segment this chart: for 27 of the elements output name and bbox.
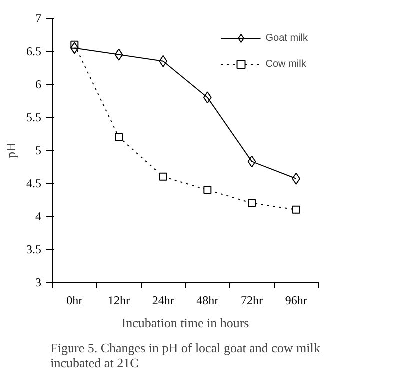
y-tick-label: 3.5	[26, 242, 42, 256]
point	[292, 206, 300, 214]
y-tick-label: 4	[36, 210, 42, 224]
x-tick-label: 24hr	[152, 294, 174, 308]
x-tick-label: 48hr	[196, 294, 219, 308]
point	[204, 186, 212, 194]
legend-label: Cow milk	[266, 58, 306, 70]
y-tick-label: 5	[36, 144, 42, 158]
x-tick-label: 0hr	[66, 294, 83, 308]
y-tick-label: 6.5	[26, 44, 42, 58]
point	[248, 156, 256, 168]
x-tick-label: 12hr	[108, 294, 130, 308]
legend-label: Goat milk	[266, 32, 308, 44]
point	[115, 133, 123, 142]
y-tick-label: 4.5	[26, 176, 42, 190]
x-tick-label: 72hr	[241, 294, 263, 308]
point	[159, 172, 168, 181]
point	[248, 199, 256, 208]
x-axis-title: Incubation time in hours	[122, 316, 250, 330]
y-tick-label: 6	[36, 78, 42, 92]
caption: Figure 5. Changes in pH of local goat and cow milk incubated at 21C	[50, 340, 321, 370]
y-tick-label: 5.5	[26, 110, 42, 124]
point	[114, 48, 124, 61]
y-tick-label: 3	[36, 276, 42, 290]
y-axis-title: pH	[4, 142, 18, 158]
y-tick-label: 7	[36, 12, 42, 26]
x-tick-label: 96hr	[285, 294, 308, 308]
